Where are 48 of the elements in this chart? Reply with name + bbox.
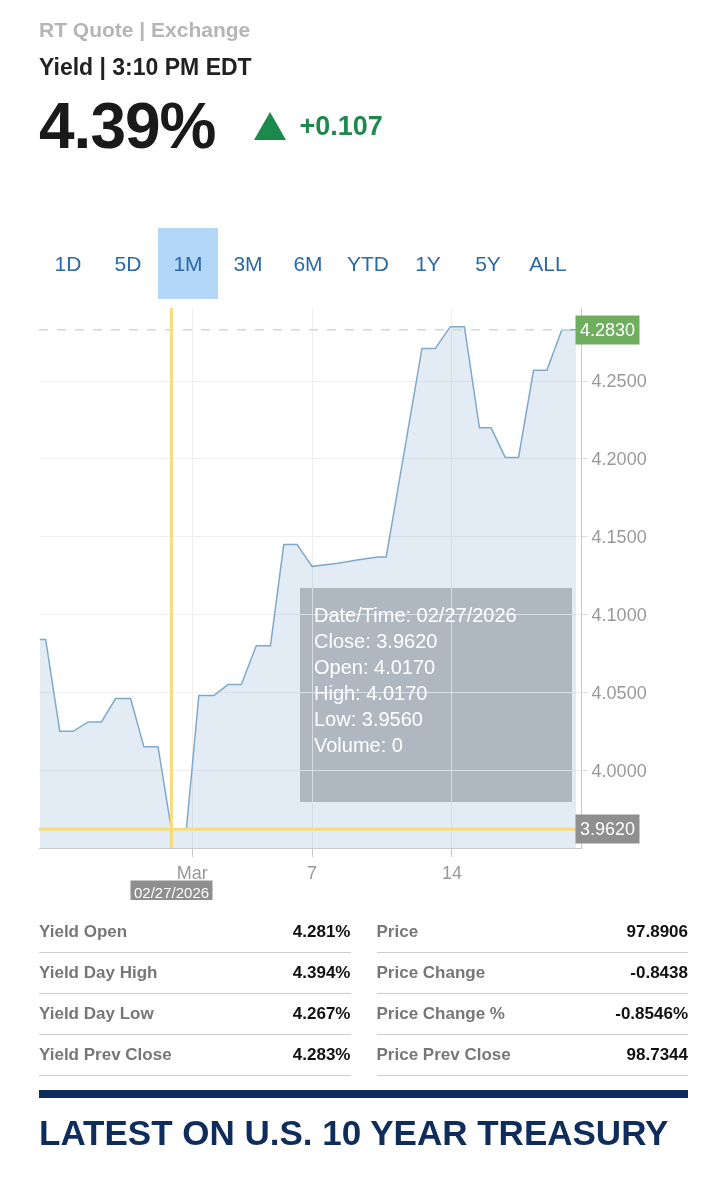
annotation: Open: 4.0170 [314,656,436,678]
ref-line-label: 3.9620 [580,819,636,839]
text: Price [376,922,419,942]
annotation: Volume: 0 [314,734,403,756]
text: LATEST ON U.S. 10 YEAR TREASURY [39,1113,670,1153]
text: Yield Day Low [39,1004,154,1024]
annotation: High: 4.0170 [314,682,428,704]
text: 1M [158,228,218,299]
text: ALL [528,251,568,277]
text: YTD [346,251,390,277]
text: 5D [113,251,143,277]
text: Yield Prev Close [39,1045,172,1065]
x-tick-label: 7 [307,862,318,883]
text: 5Y [474,251,502,277]
y-tick-label: 4.1000 [591,604,647,625]
text: RT Quote | Exchange [39,18,252,42]
text: Price Change % [376,1004,505,1024]
annotation: Date/Time: 02/27/2026 [314,604,517,626]
text: Price Prev Close [376,1045,511,1065]
text: 4.394% [292,963,351,983]
text: -0.8438 [630,963,688,983]
text: 6M [292,251,324,277]
text: 3M [232,251,264,277]
text: 98.7344 [626,1045,688,1065]
y-tick-label: 4.2500 [591,371,647,392]
text: Yield Open [39,922,128,942]
text: Yield Day High [39,963,158,983]
text: 97.8906 [626,922,688,942]
annotation: Close: 3.9620 [314,630,438,652]
ref-line-label: 02/27/2026 [134,884,210,901]
text: +0.107 [299,110,383,142]
text: 4.39% [39,89,216,163]
y-tick-label: 4.1500 [591,527,647,548]
text: Yield | 3:10 PM EDT [39,54,253,81]
text: -0.8546% [615,1004,688,1024]
text: 4.281% [292,922,351,942]
text: 4.267% [292,1004,351,1024]
text: 1Y [414,251,442,277]
y-tick-label: 4.2000 [591,449,647,470]
annotation: Low: 3.9560 [314,708,423,730]
text: 4.283% [292,1045,351,1065]
ref-line-label: 4.2830 [580,320,636,340]
x-tick-label: Mar [176,862,208,883]
y-tick-label: 4.0500 [591,682,647,703]
text: Price Change [376,963,486,983]
text: 1D [53,251,83,277]
x-tick-label: 14 [441,862,462,883]
y-tick-label: 4.0000 [591,760,647,781]
